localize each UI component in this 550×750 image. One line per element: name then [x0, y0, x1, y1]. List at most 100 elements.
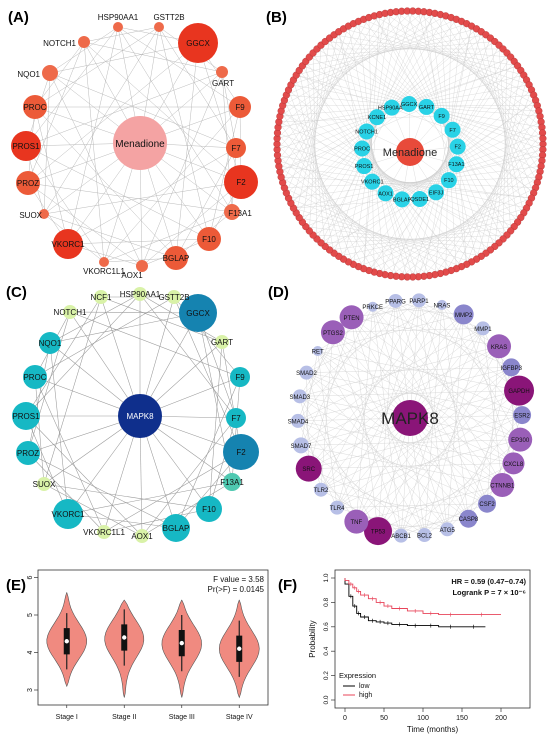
edge-line — [43, 213, 177, 259]
edge-line — [377, 367, 512, 532]
edge-line — [441, 304, 469, 519]
edge-line — [299, 390, 520, 397]
node-label-igfbp3: IGFBP3 — [501, 366, 523, 372]
node-f13a1 — [224, 204, 240, 220]
stat-p-value: Pr(>F) = 0.0145 — [208, 585, 265, 594]
edge-line — [67, 513, 177, 529]
edge-line — [297, 420, 514, 464]
edge-line — [409, 304, 443, 419]
node-ep300 — [508, 427, 533, 452]
edge-line — [362, 148, 462, 267]
node-label-f2: F2 — [454, 145, 460, 151]
edge-line — [49, 26, 119, 74]
node-label-proc: PROC — [354, 147, 370, 153]
edge-line — [308, 417, 411, 469]
node-label-mmp1: MMP1 — [474, 327, 492, 333]
plot-frame — [37, 569, 269, 706]
y-tick-label: 0.0 — [323, 695, 330, 704]
node-label-esr2: ESR2 — [514, 414, 530, 420]
edge-line — [67, 481, 233, 515]
edge-line — [320, 107, 392, 243]
node-smad2 — [299, 365, 314, 380]
edge-line — [461, 21, 534, 194]
edge-line — [395, 300, 469, 519]
edge-line — [320, 390, 520, 490]
edge-line — [418, 300, 488, 504]
node-smad7 — [292, 437, 309, 454]
edge-line — [390, 166, 542, 276]
node-label-menadione: Menadione — [383, 147, 437, 159]
edge-line — [34, 106, 177, 259]
panel-a-network: Menadione NQO1 PROC PROS1 PROZ SUOX VKORC1 VKOR… — [11, 13, 258, 280]
node-label-f2: F2 — [236, 178, 246, 187]
edge-line — [306, 304, 443, 373]
edge-line — [329, 226, 515, 251]
node-ret — [312, 346, 323, 357]
node-cxcl8 — [502, 452, 525, 475]
node-label-hsp90aa1: HSP90AA1 — [378, 106, 406, 112]
edge-line — [338, 217, 521, 257]
edge-line — [306, 372, 411, 419]
edge-line — [27, 42, 199, 184]
node-proc — [23, 95, 47, 119]
edge-line — [372, 306, 464, 315]
y-tick-label: 0.6 — [323, 622, 330, 631]
edge-line — [418, 300, 448, 530]
edge-line — [277, 10, 413, 139]
node-label-ep300: EP300 — [511, 438, 530, 444]
node-label-f7: F7 — [231, 414, 241, 423]
edge-line — [351, 317, 521, 440]
edge-line — [343, 28, 524, 76]
node-label-mmp2: MMP2 — [455, 313, 473, 319]
edge-line — [286, 21, 359, 194]
edge-line — [43, 483, 210, 510]
edge-line — [409, 367, 512, 419]
y-tick-label: 5 — [27, 613, 34, 617]
panel-e-violin-chart: 3 4 5 6 Stage I Stage II Stage III Stage IV F va… — [27, 569, 269, 721]
edge-line — [279, 14, 380, 172]
edge-line — [208, 106, 241, 240]
node-f2 — [449, 138, 466, 155]
edge-line — [300, 314, 464, 446]
node-nqo1 — [42, 65, 58, 81]
edge-line — [34, 376, 105, 533]
edge-line — [288, 197, 462, 267]
node-aox1 — [135, 529, 149, 543]
node-label-suox: SUOX — [33, 480, 56, 489]
x-tick-label: 0 — [343, 715, 347, 722]
edge-line — [435, 26, 472, 193]
node-label-smad4: SMAD4 — [288, 419, 309, 425]
node-label-ggcx: GGCX — [186, 309, 210, 318]
node-proz — [16, 441, 40, 465]
node-hsp90aa1 — [383, 99, 400, 116]
node-label-bglap: BGLAP — [163, 524, 190, 533]
edge-line — [332, 332, 402, 536]
edge-line — [299, 70, 335, 254]
edge-line — [302, 34, 486, 66]
edge-line — [297, 300, 396, 422]
edge-line — [279, 106, 427, 172]
node-label-ptgs2: PTGS2 — [323, 331, 343, 337]
edge-line — [27, 182, 143, 267]
node-notch1 — [358, 123, 375, 140]
edge-line — [400, 439, 521, 536]
node-pros1 — [356, 158, 373, 175]
node-pros1 — [11, 131, 41, 161]
edge-line — [34, 106, 69, 245]
node-gart — [418, 98, 435, 115]
edge-line — [297, 420, 488, 504]
edge-line — [486, 346, 500, 504]
edge-line — [329, 37, 458, 147]
y-tick-label: 0.2 — [323, 671, 330, 680]
edge-line — [400, 314, 464, 536]
edge-line — [463, 314, 514, 464]
node-mmp2 — [453, 304, 474, 325]
node-label-bglap: BGLAP — [393, 197, 412, 203]
node-eif3j — [428, 184, 445, 201]
edge-line — [356, 306, 373, 522]
node-label-proz: PROZ — [17, 449, 39, 458]
edge-line — [306, 372, 523, 416]
legend-label-high: high — [359, 692, 372, 699]
edge-line — [409, 417, 514, 464]
edge-line — [83, 41, 223, 73]
